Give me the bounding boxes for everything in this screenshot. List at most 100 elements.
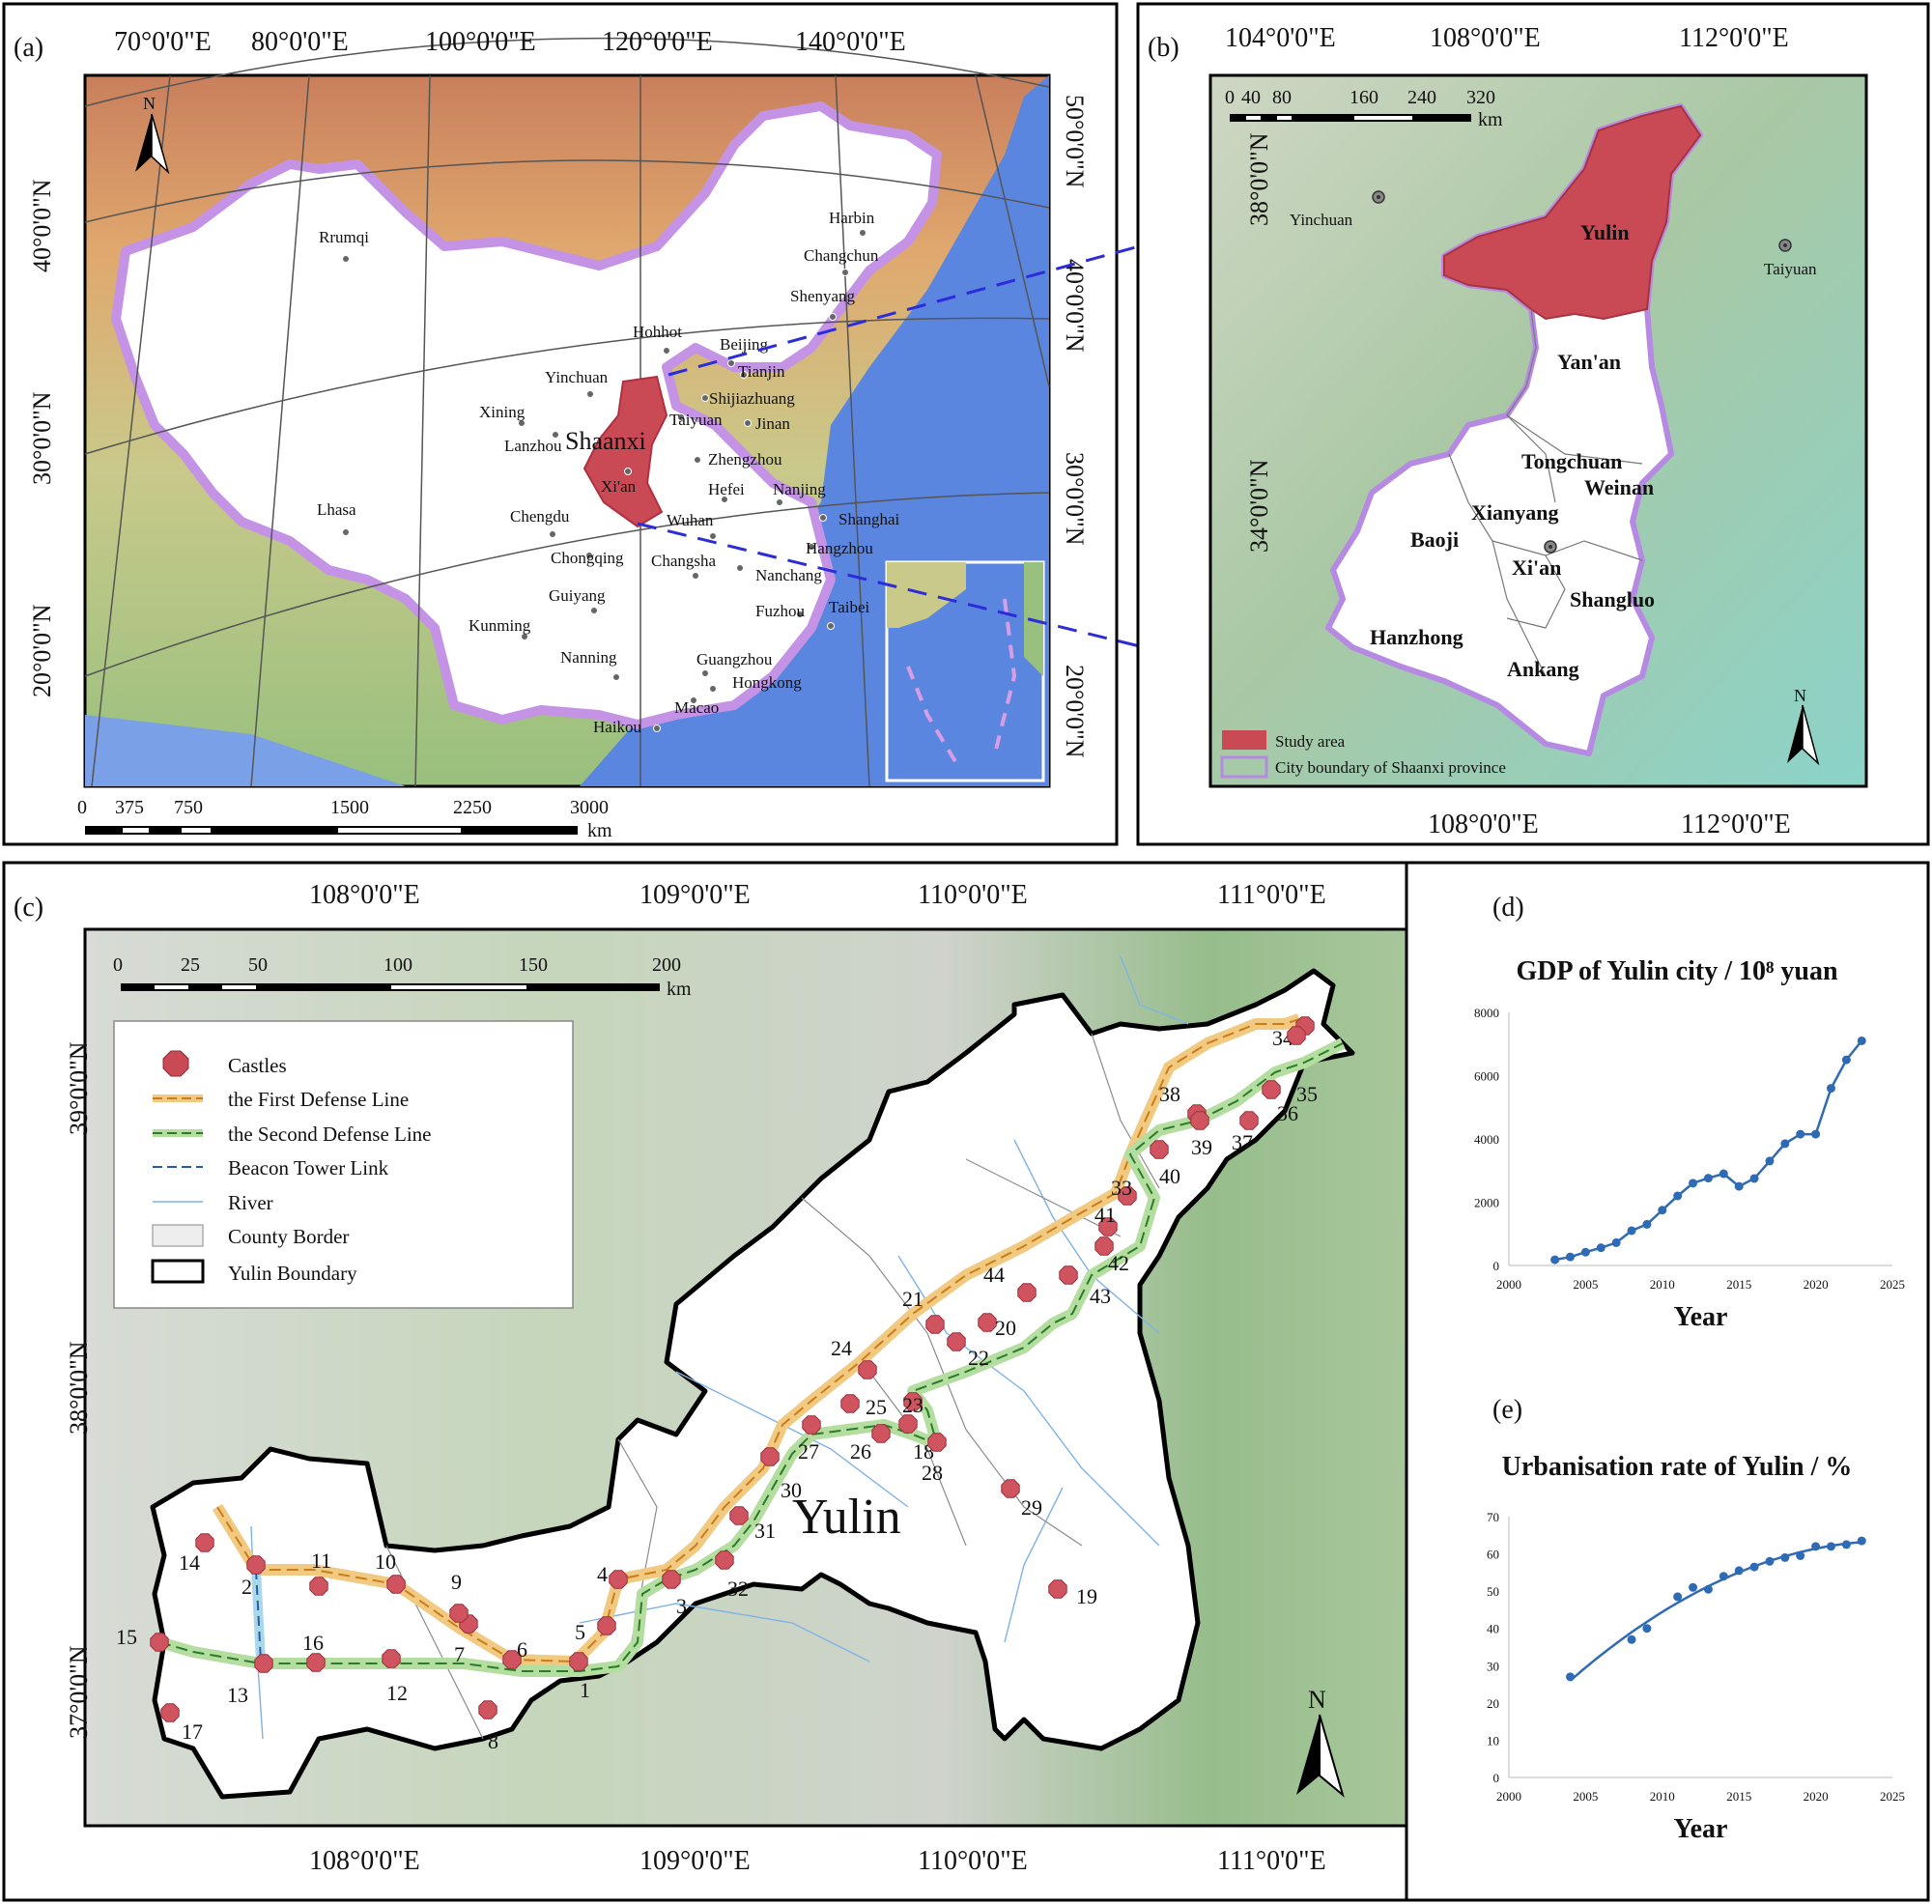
city-label: Nanning (560, 648, 617, 667)
castle-label: 30 (781, 1478, 802, 1502)
scale-tick-label: 40 (1241, 87, 1261, 108)
castle-14: 14 (179, 1533, 214, 1575)
city-label: Changsha (651, 552, 717, 570)
data-point (1780, 1139, 1790, 1149)
city-label: Guiyang (549, 586, 606, 605)
lon-tick-label: 110°0'0"E (918, 1846, 1028, 1876)
lon-tick-label: 108°0'0"E (309, 880, 420, 910)
city-label: Rrumqi (319, 228, 369, 246)
city-changsha: Changsha (651, 552, 717, 580)
city-lhasa: Lhasa (317, 500, 356, 536)
scale-tick-label: 25 (181, 954, 200, 976)
data-point (1611, 1237, 1621, 1247)
castle-5: 5 (575, 1616, 616, 1644)
panel-c-label: (c) (14, 893, 43, 923)
china-boundary (111, 101, 942, 729)
lon-tick-label: 108°0'0"E (1428, 810, 1539, 839)
x-tick-label: 2020 (1804, 1277, 1829, 1292)
shaanxi-highlight (582, 375, 668, 528)
castle-6: 6 (502, 1637, 527, 1669)
lat-tick-label: 20°0'0"N (28, 604, 56, 697)
legend-castle-icon (162, 1050, 189, 1077)
castle-label: 16 (302, 1631, 324, 1655)
castle-2: 2 (242, 1555, 266, 1599)
lon-tick-label: 120°0'0"E (602, 27, 713, 57)
legend-study-area-swatch (1222, 730, 1266, 750)
city-label: Yinchuan (545, 368, 609, 386)
castle-25: 25 (840, 1394, 887, 1419)
data-point (1734, 1181, 1744, 1191)
scale-tick-label: 0 (113, 954, 123, 976)
city-label: Baoji (1410, 527, 1459, 552)
y-tick-label: 2000 (1474, 1196, 1499, 1210)
castle-40: 40 (1150, 1140, 1180, 1188)
x-tick-label: 2010 (1650, 1277, 1675, 1292)
castle-label: 36 (1277, 1101, 1298, 1125)
map-a-frame: Shaanxi N (83, 37, 1051, 788)
first-defense-line (216, 1018, 1300, 1663)
map-b-cities: Yinchuan Yulin Taiyuan Yan'an TongchuanWeina… (1290, 190, 1817, 681)
lat-tick-label: 40°0'0"N (28, 179, 56, 272)
city-yinchuan: Yinchuan (1290, 190, 1385, 229)
map-b-ticks: 104°0'0"E 108°0'0"E 112°0'0"E 108°0'0"E 112°… (1225, 23, 1791, 839)
city-yulin: Yulin (1580, 220, 1630, 244)
lon-tick-label: 110°0'0"E (918, 880, 1028, 910)
lon-tick-label: 109°0'0"E (639, 1846, 751, 1876)
legend-c: Castles the First Defense Line the Secon… (113, 1020, 574, 1309)
data-point (1765, 1556, 1775, 1566)
data-point (1719, 1572, 1728, 1581)
y-tick-label: 70 (1487, 1510, 1499, 1524)
castle-label: 21 (902, 1287, 923, 1311)
lat-tick-label: 34°0'0"N (1245, 459, 1273, 553)
city-tongchuan: Tongchuan (1521, 449, 1622, 473)
data-point (1796, 1129, 1805, 1139)
map-c-ticks: 108°0'0"E 108°0'0"E 109°0'0"E 109°0'0"E 110°… (65, 880, 1550, 1876)
castle-label: 33 (1111, 1176, 1132, 1200)
scale-tick-label: 2250 (453, 797, 492, 818)
city-shanghai: Shanghai (819, 510, 900, 528)
city-chongqing: Chongqing (551, 549, 624, 567)
castle-label: 35 (1296, 1082, 1318, 1106)
castle-label: 5 (575, 1620, 585, 1644)
castle-29: 29 (1001, 1479, 1042, 1520)
data-point (1826, 1084, 1835, 1094)
castle-label: 12 (386, 1681, 408, 1705)
city-label: Macao (674, 698, 719, 717)
lat-tick-label: 50°0'0"N (1061, 95, 1089, 188)
city-hefei: Hefei (708, 480, 745, 503)
city-kunming: Kunming (469, 616, 531, 640)
data-point (1689, 1179, 1698, 1188)
lon-tick-label: 108°0'0"E (309, 1846, 420, 1876)
scale-tick-label: 375 (115, 797, 144, 818)
castle-label: 31 (754, 1519, 776, 1543)
castle-label: 28 (922, 1461, 943, 1485)
city-zhengzhou: Zhengzhou (694, 450, 782, 469)
lat-tick-label: 20°0'0"N (1061, 665, 1089, 758)
castle-label: 14 (179, 1550, 200, 1575)
svg-text:N: N (143, 94, 156, 113)
x-tick-label: 2005 (1573, 1789, 1598, 1804)
castle-8: 8 (478, 1700, 498, 1753)
x-tick-label: 2015 (1726, 1789, 1751, 1804)
lon-tick-label: 112°0'0"E (1681, 810, 1791, 839)
panel-b-label: (b) (1148, 33, 1179, 63)
city-yanan: Yan'an (1557, 350, 1621, 374)
panel-e-label: (e) (1492, 1395, 1522, 1425)
urbanisation-chart-title: Urbanisation rate of Yulin / % (1502, 1452, 1853, 1482)
castle-11: 11 (309, 1549, 331, 1596)
panel-b: (b) Yinchuan Yulin Taiyuan Yan'an TongchuanW… (1136, 2, 1930, 846)
castle-label: 22 (968, 1346, 989, 1370)
scale-tick-label: 150 (519, 954, 548, 976)
city-label: Jinan (755, 414, 790, 433)
lon-tick-label: 111°0'0"E (1217, 1846, 1326, 1876)
city-label: Kunming (469, 616, 531, 635)
data-point (1796, 1551, 1805, 1560)
castle-label: 20 (995, 1316, 1016, 1340)
lon-tick-label: 104°0'0"E (1225, 23, 1336, 53)
castle-13: 13 (227, 1654, 273, 1707)
data-point (1673, 1191, 1683, 1201)
panel-d-label: (d) (1492, 893, 1524, 923)
legend-study-area: Study area (1275, 732, 1346, 751)
data-point (1780, 1552, 1790, 1562)
city-label: Yan'an (1557, 350, 1621, 374)
